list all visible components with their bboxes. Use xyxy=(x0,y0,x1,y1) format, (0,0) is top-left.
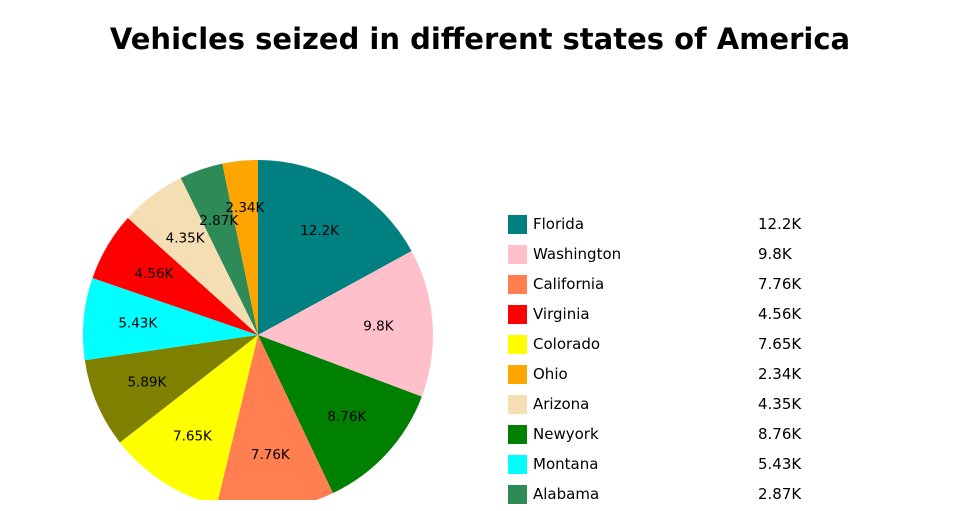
legend-label: Montana xyxy=(533,455,599,473)
legend-item-colorado: Colorado 7.65K xyxy=(508,331,828,361)
legend-label: Florida xyxy=(533,215,585,233)
slice-label-colorado: 7.65K xyxy=(173,428,213,444)
legend-item-newyork: Newyork 8.76K xyxy=(508,421,828,451)
legend-label: Newyork xyxy=(533,425,599,443)
legend-label: Alabama xyxy=(533,485,600,503)
legend-swatch xyxy=(508,455,527,474)
pie-slice-virginia xyxy=(92,218,258,335)
legend-value: 4.56K xyxy=(758,305,802,323)
legend-label: California xyxy=(533,275,605,293)
pie-slice-florida xyxy=(258,160,412,335)
pie-slice-california xyxy=(217,335,333,500)
legend-value: 9.8K xyxy=(758,245,792,263)
legend-value: 4.35K xyxy=(758,395,802,413)
pie-slice-texas xyxy=(84,335,258,443)
legend-swatch xyxy=(508,485,527,504)
legend-item-virginia: Virginia 4.56K xyxy=(508,301,828,331)
legend-label: Virginia xyxy=(533,305,590,323)
slice-label-montana: 5.43K xyxy=(118,316,158,332)
chart-legend: Florida 12.2K Washington 9.8K California 7.76… xyxy=(508,211,828,511)
legend-item-montana: Montana 5.43K xyxy=(508,451,828,481)
legend-swatch xyxy=(508,275,527,294)
chart-title: Vehicles seized in different states of A… xyxy=(109,22,851,56)
slice-label-newyork: 8.76K xyxy=(327,409,367,425)
pie-slice-alabama xyxy=(180,163,258,335)
slice-label-arizona: 4.35K xyxy=(166,231,206,247)
slice-label-california: 7.76K xyxy=(251,447,291,463)
legend-value: 12.2K xyxy=(758,215,802,233)
legend-item-ohio: Ohio 2.34K xyxy=(508,361,828,391)
legend-swatch xyxy=(508,335,527,354)
legend-value: 7.65K xyxy=(758,335,802,353)
legend-item-arizona: Arizona 4.35K xyxy=(508,391,828,421)
legend-value: 8.76K xyxy=(758,425,802,443)
legend-value: 2.34K xyxy=(758,365,802,383)
legend-label: Colorado xyxy=(533,335,601,353)
legend-label: Washington xyxy=(533,245,622,263)
legend-label: Ohio xyxy=(533,365,568,383)
slice-label-washington: 9.8K xyxy=(363,319,394,335)
slice-label-texas: 5.89K xyxy=(127,374,167,390)
pie-slice-ohio xyxy=(222,160,258,335)
slice-label-virginia: 4.56K xyxy=(134,266,174,282)
pie-slice-arizona xyxy=(127,177,258,335)
legend-swatch xyxy=(508,305,527,324)
pie-slice-colorado xyxy=(119,335,258,500)
pie-slice-montana xyxy=(83,277,258,361)
legend-value: 2.87K xyxy=(758,485,802,503)
pie-chart: 12.2K 9.8K 8.76K 7.76K 7.65K 5.89K 5.43K 4.56K 4… xyxy=(83,160,433,500)
slice-label-florida: 12.2K xyxy=(300,223,340,239)
legend-swatch xyxy=(508,425,527,444)
legend-value: 5.43K xyxy=(758,455,802,473)
legend-swatch xyxy=(508,365,527,384)
pie-slice-newyork xyxy=(258,335,422,494)
legend-swatch xyxy=(508,215,527,234)
legend-item-california: California 7.76K xyxy=(508,271,828,301)
slice-label-ohio: 2.34K xyxy=(225,200,265,216)
legend-item-florida: Florida 12.2K xyxy=(508,211,828,241)
slice-label-alabama: 2.87K xyxy=(199,213,239,229)
legend-swatch xyxy=(508,395,527,414)
legend-item-washington: Washington 9.8K xyxy=(508,241,828,271)
pie-slice-washington xyxy=(258,251,433,397)
legend-label: Arizona xyxy=(533,395,590,413)
legend-swatch xyxy=(508,245,527,264)
legend-value: 7.76K xyxy=(758,275,802,293)
legend-item-alabama: Alabama 2.87K xyxy=(508,481,828,511)
